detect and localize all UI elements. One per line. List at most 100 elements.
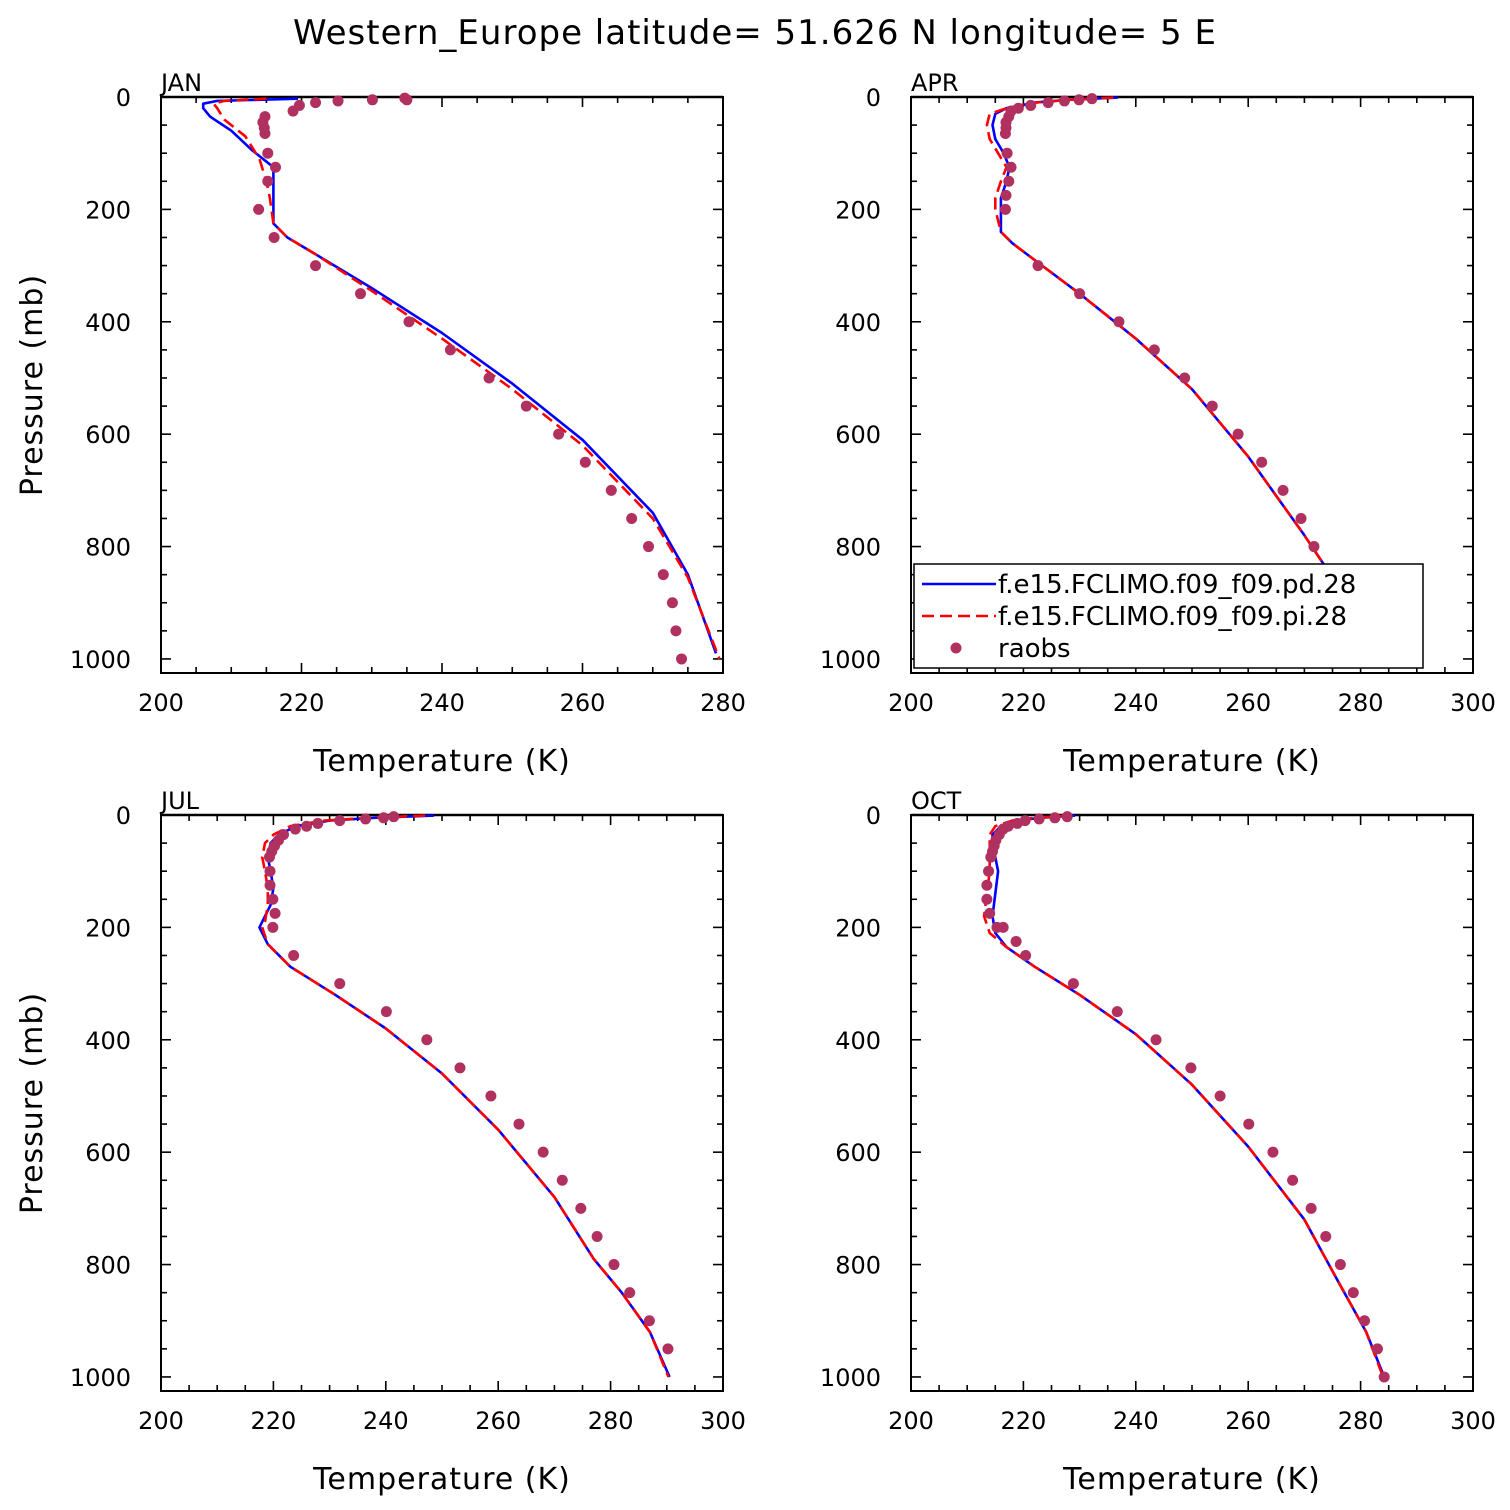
raobs-point bbox=[1267, 1146, 1279, 1158]
y-tick-label: 600 bbox=[835, 421, 881, 449]
raobs-point bbox=[355, 288, 367, 300]
raobs-point bbox=[1206, 400, 1218, 412]
panel-jan: 200 220 240 260 280 0 200 400 600 800 1000 Temperat… bbox=[15, 69, 746, 779]
raobs-point bbox=[262, 147, 274, 159]
raobs-point bbox=[454, 1062, 466, 1074]
raobs-point bbox=[981, 879, 993, 891]
raobs-point bbox=[624, 1287, 636, 1299]
x-tick-label: 300 bbox=[1450, 689, 1496, 717]
legend-label: raobs bbox=[998, 634, 1071, 664]
raobs-point bbox=[1150, 1034, 1162, 1046]
raobs-point bbox=[301, 820, 313, 832]
raobs-point bbox=[1256, 456, 1268, 468]
raobs-point bbox=[270, 161, 282, 173]
raobs-point bbox=[1086, 93, 1098, 105]
raobs-point bbox=[1049, 812, 1061, 824]
raobs-point bbox=[312, 817, 324, 829]
raobs-point bbox=[288, 949, 300, 961]
raobs-point bbox=[1010, 935, 1022, 947]
raobs-point bbox=[1001, 147, 1013, 159]
x-tick-label: 200 bbox=[138, 1407, 184, 1435]
raobs-point bbox=[643, 1315, 655, 1327]
y-tick-label: 600 bbox=[85, 1139, 131, 1167]
raobs-point bbox=[985, 851, 997, 863]
raobs-point bbox=[605, 484, 617, 496]
raobs-point bbox=[1020, 949, 1032, 961]
raobs-point bbox=[1042, 97, 1054, 109]
raobs-point bbox=[983, 865, 995, 877]
y-axis-label: Pressure (mb) bbox=[15, 992, 50, 1214]
raobs-point bbox=[1005, 161, 1017, 173]
raobs-point bbox=[608, 1259, 620, 1271]
raobs-point bbox=[287, 105, 299, 117]
raobs-point bbox=[485, 1090, 497, 1102]
y-tick-label: 800 bbox=[835, 534, 881, 562]
legend-label: f.e15.FCLIMO.f09_f09.pi.28 bbox=[998, 602, 1347, 632]
raobs-point bbox=[1073, 94, 1085, 106]
raobs-point bbox=[1067, 978, 1079, 990]
x-axis-label: Temperature (K) bbox=[1062, 744, 1321, 779]
raobs-point bbox=[591, 1230, 603, 1242]
raobs-point bbox=[259, 128, 271, 140]
raobs-point bbox=[310, 260, 322, 272]
raobs-point bbox=[1179, 372, 1191, 384]
raobs-point bbox=[366, 94, 378, 106]
y-tick-label: 200 bbox=[85, 914, 131, 942]
raobs-markers bbox=[981, 811, 1390, 1383]
raobs-point bbox=[1378, 1371, 1390, 1383]
series-line-pi bbox=[982, 814, 1385, 1378]
legend-box bbox=[913, 563, 1424, 669]
raobs-point bbox=[520, 400, 532, 412]
raobs-point bbox=[1232, 428, 1244, 440]
raobs-point bbox=[670, 625, 682, 637]
x-tick-label: 220 bbox=[250, 1407, 296, 1435]
raobs-point bbox=[380, 1006, 392, 1018]
raobs-point bbox=[626, 512, 638, 524]
x-tick-label: 220 bbox=[1000, 1407, 1046, 1435]
x-tick-label: 280 bbox=[588, 1407, 634, 1435]
raobs-point bbox=[483, 372, 495, 384]
raobs-point bbox=[1305, 1202, 1317, 1214]
raobs-point bbox=[267, 893, 279, 905]
raobs-point bbox=[1032, 260, 1044, 272]
series-line-pi bbox=[212, 97, 721, 660]
raobs-point bbox=[1074, 288, 1086, 300]
raobs-point bbox=[421, 1034, 433, 1046]
raobs-point bbox=[264, 879, 276, 891]
raobs-point bbox=[1214, 1090, 1226, 1102]
raobs-point bbox=[1000, 189, 1012, 201]
x-axis-label: Temperature (K) bbox=[312, 1462, 571, 1497]
x-tick-label: 220 bbox=[1000, 689, 1046, 717]
raobs-point bbox=[332, 95, 344, 107]
raobs-point bbox=[334, 978, 346, 990]
raobs-point bbox=[1320, 1230, 1332, 1242]
raobs-point bbox=[1148, 344, 1160, 356]
raobs-point bbox=[575, 1202, 587, 1214]
figure-title: Western_Europe latitude= 51.626 N longit… bbox=[293, 13, 1217, 53]
raobs-point bbox=[1061, 811, 1073, 823]
raobs-point bbox=[1371, 1343, 1383, 1355]
raobs-point bbox=[267, 921, 279, 933]
x-tick-label: 300 bbox=[1450, 1407, 1496, 1435]
raobs-point bbox=[360, 813, 372, 825]
y-tick-label: 800 bbox=[85, 534, 131, 562]
raobs-point bbox=[262, 175, 274, 187]
raobs-point bbox=[1011, 817, 1023, 829]
series-line-pi bbox=[985, 96, 1374, 660]
raobs-point bbox=[401, 94, 413, 106]
panel-title: JAN bbox=[159, 69, 202, 97]
raobs-point bbox=[556, 1174, 568, 1186]
panel-apr: 200 220 240 260 280 300 0 200 400 600 800 1000 Tempe… bbox=[820, 69, 1496, 779]
y-tick-label: 0 bbox=[866, 84, 881, 112]
y-tick-label: 400 bbox=[85, 1027, 131, 1055]
raobs-point bbox=[981, 893, 993, 905]
plot-frame bbox=[160, 96, 724, 674]
y-tick-label: 800 bbox=[85, 1252, 131, 1280]
raobs-point bbox=[289, 823, 301, 835]
raobs-point bbox=[388, 811, 400, 823]
raobs-point bbox=[1243, 1118, 1255, 1130]
raobs-point bbox=[1308, 541, 1320, 553]
raobs-point bbox=[1295, 512, 1307, 524]
raobs-point bbox=[1111, 1006, 1123, 1018]
